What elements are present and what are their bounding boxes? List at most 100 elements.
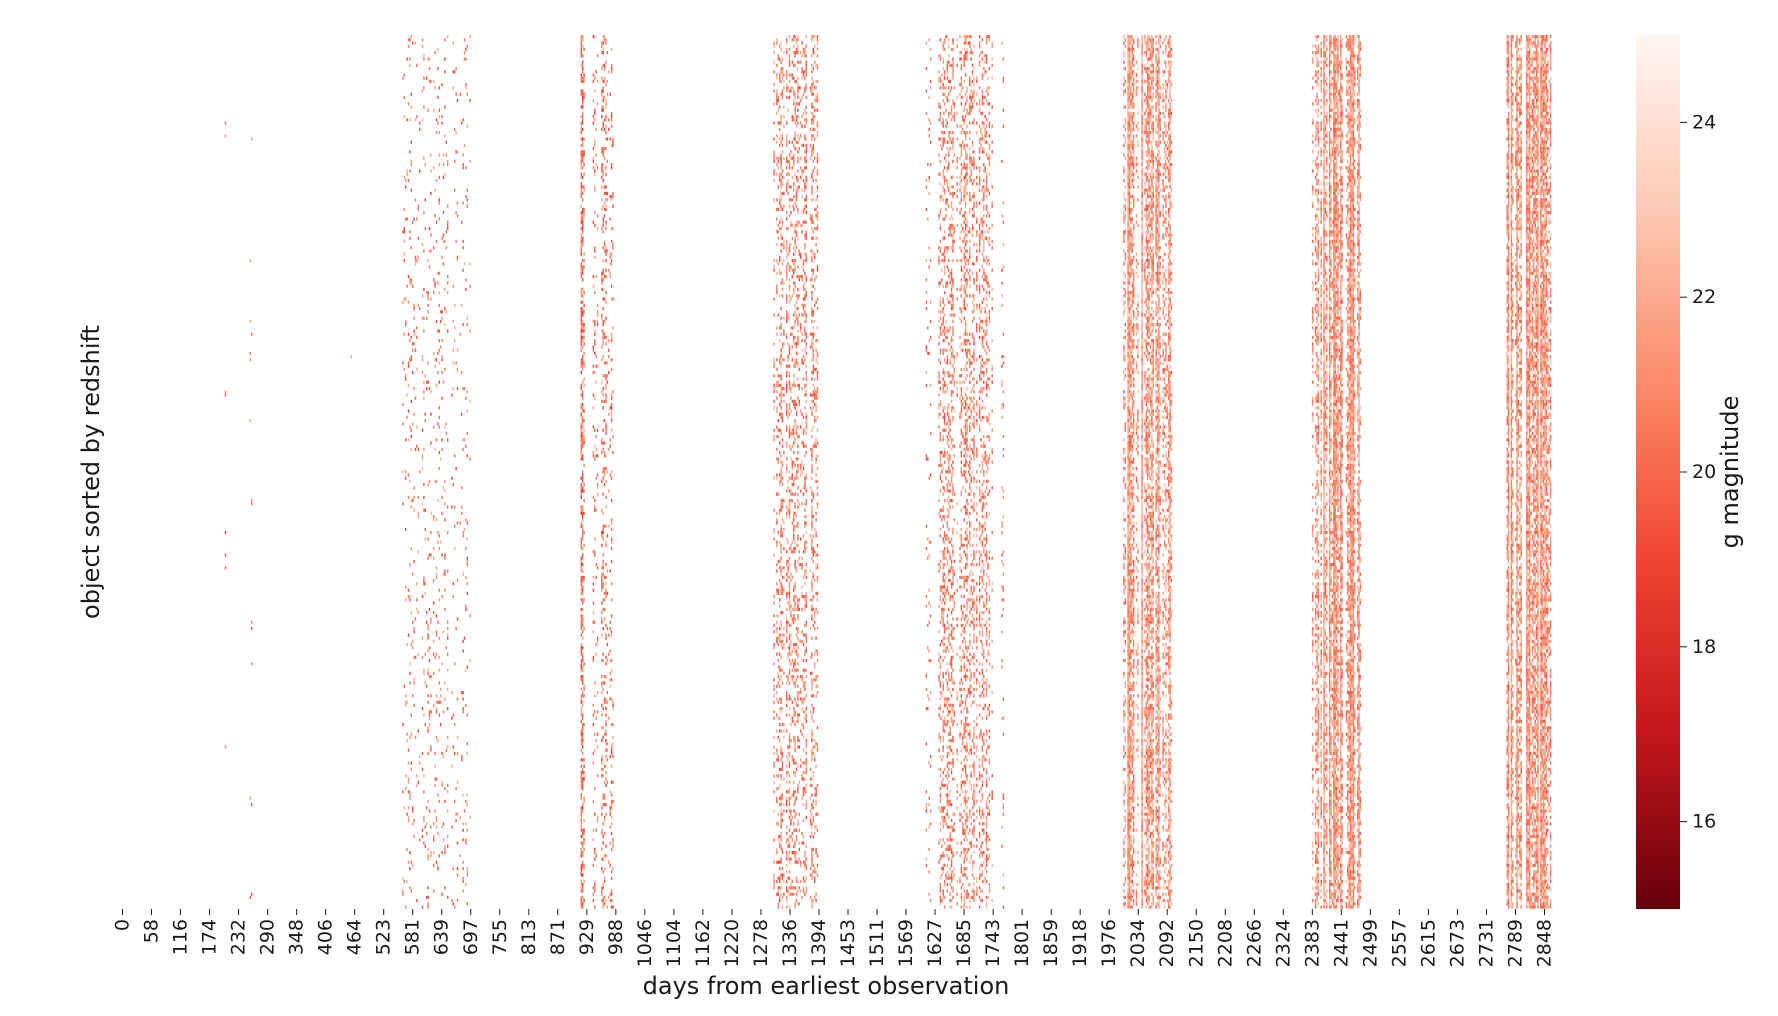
heatmap-cell bbox=[776, 637, 777, 640]
heatmap-cell bbox=[406, 733, 407, 736]
heatmap-cell bbox=[817, 454, 818, 457]
heatmap-cell bbox=[581, 326, 582, 329]
heatmap-cell bbox=[464, 387, 465, 390]
heatmap-cell bbox=[948, 425, 949, 428]
heatmap-cell bbox=[929, 38, 930, 41]
heatmap-cell bbox=[780, 566, 781, 569]
heatmap-cell bbox=[794, 797, 795, 800]
heatmap-cell bbox=[811, 377, 812, 380]
heatmap-cell bbox=[947, 797, 948, 800]
heatmap-cell bbox=[947, 563, 948, 566]
heatmap-cell bbox=[422, 768, 423, 771]
heatmap-cell bbox=[786, 41, 787, 44]
heatmap-cell bbox=[582, 534, 583, 537]
heatmap-cell bbox=[582, 777, 583, 780]
heatmap-cell bbox=[804, 541, 805, 544]
heatmap-cell bbox=[786, 781, 787, 784]
heatmap-cell bbox=[804, 582, 805, 585]
heatmap-cell bbox=[944, 550, 945, 553]
heatmap-cell bbox=[792, 717, 793, 720]
heatmap-cell bbox=[422, 358, 423, 361]
heatmap-cell bbox=[810, 217, 811, 220]
heatmap-cell bbox=[813, 816, 814, 819]
heatmap-cell bbox=[583, 185, 584, 188]
heatmap-cell bbox=[251, 499, 252, 502]
heatmap-cell bbox=[811, 121, 812, 124]
heatmap-cell bbox=[604, 128, 605, 131]
heatmap-cell bbox=[951, 563, 952, 566]
heatmap-cell bbox=[950, 422, 951, 425]
heatmap-cell bbox=[404, 227, 405, 230]
heatmap-cell bbox=[583, 867, 584, 870]
heatmap-cell bbox=[817, 854, 818, 857]
heatmap-cell bbox=[404, 253, 405, 256]
heatmap-cell bbox=[793, 480, 794, 483]
heatmap-cell bbox=[603, 259, 604, 262]
heatmap-cell bbox=[947, 96, 948, 99]
heatmap-cell bbox=[427, 905, 428, 908]
heatmap-cell bbox=[945, 429, 946, 432]
heatmap-cell bbox=[940, 550, 941, 553]
heatmap-cell bbox=[951, 633, 952, 636]
heatmap-cell bbox=[796, 403, 797, 406]
heatmap-cell bbox=[776, 569, 777, 572]
heatmap-cell bbox=[611, 803, 612, 806]
heatmap-cell bbox=[446, 246, 447, 249]
heatmap-cell bbox=[773, 400, 774, 403]
heatmap-cell bbox=[773, 531, 774, 534]
heatmap-cell bbox=[451, 505, 452, 508]
heatmap-cell bbox=[402, 889, 403, 892]
heatmap-cell bbox=[462, 710, 463, 713]
heatmap-cell bbox=[786, 608, 787, 611]
heatmap-cell bbox=[811, 822, 812, 825]
heatmap-cell bbox=[776, 691, 777, 694]
heatmap-cell bbox=[796, 192, 797, 195]
heatmap-cell bbox=[583, 419, 584, 422]
heatmap-cell bbox=[605, 544, 606, 547]
heatmap-cell bbox=[938, 630, 939, 633]
heatmap-cell bbox=[250, 259, 251, 262]
heatmap-cell bbox=[797, 656, 798, 659]
heatmap-cell bbox=[404, 880, 405, 883]
heatmap-cell bbox=[582, 409, 583, 412]
heatmap-cell bbox=[778, 109, 779, 112]
heatmap-cell bbox=[582, 102, 583, 105]
heatmap-cell bbox=[776, 173, 777, 176]
heatmap-cell bbox=[457, 781, 458, 784]
heatmap-cell bbox=[793, 598, 794, 601]
heatmap-cell bbox=[780, 432, 781, 435]
heatmap-cell bbox=[950, 566, 951, 569]
heatmap-cell bbox=[778, 230, 779, 233]
heatmap-cell bbox=[780, 454, 781, 457]
heatmap-cell bbox=[789, 781, 790, 784]
heatmap-cell bbox=[810, 486, 811, 489]
heatmap-cell bbox=[776, 157, 777, 160]
heatmap-cell bbox=[581, 105, 582, 108]
heatmap-cell bbox=[773, 438, 774, 441]
heatmap-cell bbox=[817, 864, 818, 867]
heatmap-cell bbox=[940, 643, 941, 646]
heatmap-cell bbox=[454, 454, 455, 457]
heatmap-cell bbox=[804, 349, 805, 352]
heatmap-cell bbox=[583, 544, 584, 547]
heatmap-cell bbox=[948, 838, 949, 841]
heatmap-cell bbox=[583, 864, 584, 867]
heatmap-cell bbox=[582, 301, 583, 304]
heatmap-cell bbox=[786, 333, 787, 336]
heatmap-cell bbox=[811, 342, 812, 345]
heatmap-cell bbox=[930, 141, 931, 144]
heatmap-cell bbox=[943, 729, 944, 732]
heatmap-cell bbox=[786, 697, 787, 700]
heatmap-cell bbox=[951, 176, 952, 179]
heatmap-cell bbox=[947, 669, 948, 672]
heatmap-cell bbox=[457, 349, 458, 352]
heatmap-cell bbox=[945, 329, 946, 332]
heatmap-cell bbox=[945, 285, 946, 288]
heatmap-cell bbox=[601, 601, 602, 604]
heatmap-cell bbox=[817, 441, 818, 444]
heatmap-cell bbox=[796, 125, 797, 128]
heatmap-cell bbox=[780, 861, 781, 864]
heatmap-cell bbox=[794, 505, 795, 508]
heatmap-cell bbox=[948, 416, 949, 419]
